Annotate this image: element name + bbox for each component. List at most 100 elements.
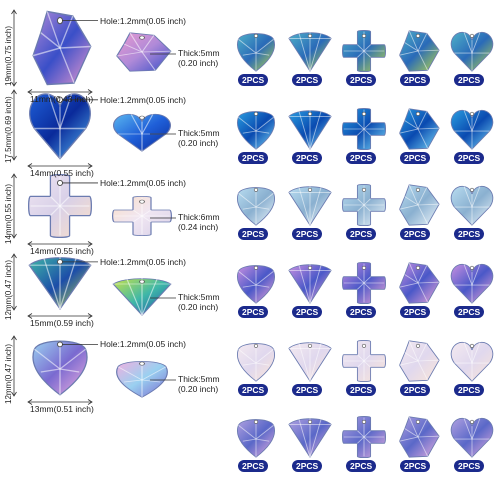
quantity-badge: 2PCS — [238, 228, 269, 240]
height-label: 12mm(0.47 inch) — [4, 343, 13, 404]
arrowhead-icon — [27, 163, 93, 169]
grid-heart-bead — [450, 186, 494, 226]
hole-mark — [56, 341, 64, 348]
cross-front-view — [28, 174, 92, 238]
arrowhead-icon — [11, 9, 17, 87]
grid-heart-bead — [450, 110, 494, 150]
arrowhead-icon — [11, 89, 17, 161]
grid-fan-bead — [288, 32, 332, 72]
quantity-badge: 2PCS — [454, 384, 485, 396]
hole-mark — [361, 187, 367, 192]
hole-mark — [56, 179, 64, 187]
hole-mark — [361, 343, 367, 348]
quantity-badge: 2PCS — [400, 460, 431, 472]
quantity-badge: 2PCS — [346, 152, 377, 164]
facet-line — [242, 206, 270, 210]
grid-heart-bead — [450, 342, 494, 382]
facet-line — [463, 264, 481, 287]
facet-line — [242, 284, 270, 288]
height-label: 19mm(0.75 inch) — [4, 25, 13, 86]
grid-cross-bead — [342, 30, 386, 72]
hole-mark — [415, 187, 421, 192]
facet-line — [242, 438, 270, 442]
arrowhead-icon — [11, 253, 17, 311]
hole-mark — [415, 33, 421, 38]
quantity-badge: 2PCS — [292, 228, 323, 240]
quantity-badge: 2PCS — [454, 228, 485, 240]
facet-line — [309, 33, 322, 72]
heart-side-view — [113, 113, 171, 152]
grid-cross-bead — [342, 340, 386, 382]
hole-mark — [139, 361, 145, 366]
hole-label: Hole:1.2mm(0.05 inch) — [100, 339, 186, 350]
facet-line — [141, 279, 158, 316]
quantity-badge: 2PCS — [346, 460, 377, 472]
facet-line — [242, 362, 270, 366]
grid-drop-bead — [237, 33, 275, 72]
facet-line — [309, 343, 322, 382]
facet-line — [309, 111, 322, 150]
hole-mark — [253, 33, 259, 38]
facet-line — [130, 114, 154, 136]
facet-line — [126, 279, 143, 316]
grid-fan-bead — [288, 418, 332, 458]
width-label: 14mm(0.55 inch) — [30, 168, 94, 178]
hole-mark — [253, 187, 259, 192]
grid-cross-bead — [342, 184, 386, 226]
hole-label: Hole:1.2mm(0.05 inch) — [100, 94, 186, 105]
facet-line — [298, 265, 311, 304]
hole-mark — [139, 115, 145, 120]
quantity-badge: 2PCS — [346, 74, 377, 86]
thickness-inch-label: (0.20 inch) — [178, 384, 219, 394]
facet-line — [463, 418, 481, 441]
hole-mark — [415, 111, 421, 116]
thickness-inch-label: (0.20 inch) — [178, 58, 219, 68]
grid-shard-bead — [399, 416, 440, 458]
width-label: 14mm(0.55 inch) — [30, 246, 94, 256]
hole-mark — [361, 265, 367, 270]
quantity-badge: 2PCS — [238, 460, 269, 472]
thickness-label: Thick:5mm — [178, 374, 220, 384]
hole-mark — [307, 33, 313, 38]
hole-mark — [361, 33, 367, 38]
grid-heart-bead — [450, 264, 494, 304]
quantity-badge: 2PCS — [454, 74, 485, 86]
facet-line — [404, 187, 428, 206]
hole-mark — [307, 265, 313, 270]
hole-mark — [307, 419, 313, 424]
facet-line — [404, 343, 428, 362]
hole-mark — [139, 199, 145, 204]
grid-cross-bead — [342, 416, 386, 458]
grid-shard-bead — [399, 340, 440, 382]
quantity-badge: 2PCS — [454, 306, 485, 318]
arrowhead-icon — [11, 173, 17, 239]
quantity-badge: 2PCS — [238, 74, 269, 86]
hole-mark — [253, 265, 259, 270]
grid-heart-bead — [450, 418, 494, 458]
quantity-badge: 2PCS — [400, 306, 431, 318]
hole-mark — [307, 187, 313, 192]
hole-label: Hole:1.2mm(0.05 inch) — [100, 256, 186, 267]
facet-line — [309, 265, 322, 304]
facet-line — [298, 343, 311, 382]
quantity-badge: 2PCS — [346, 306, 377, 318]
hole-mark — [415, 419, 421, 424]
facet-line — [47, 93, 73, 131]
quantity-badge: 2PCS — [238, 306, 269, 318]
grid-shard-bead — [399, 184, 440, 226]
facet-line — [309, 419, 322, 458]
hole-mark — [469, 33, 475, 38]
quantity-badge: 2PCS — [400, 152, 431, 164]
hole-mark — [253, 419, 259, 424]
quantity-badge: 2PCS — [238, 384, 269, 396]
height-label: 12mm(0.47 inch) — [4, 259, 13, 320]
hole-mark — [139, 279, 145, 284]
quantity-badge: 2PCS — [454, 152, 485, 164]
hole-mark — [469, 111, 475, 116]
shard-front-view — [32, 10, 92, 86]
quantity-badge: 2PCS — [292, 152, 323, 164]
quantity-badge: 2PCS — [400, 384, 431, 396]
grid-heart-bead — [450, 32, 494, 72]
